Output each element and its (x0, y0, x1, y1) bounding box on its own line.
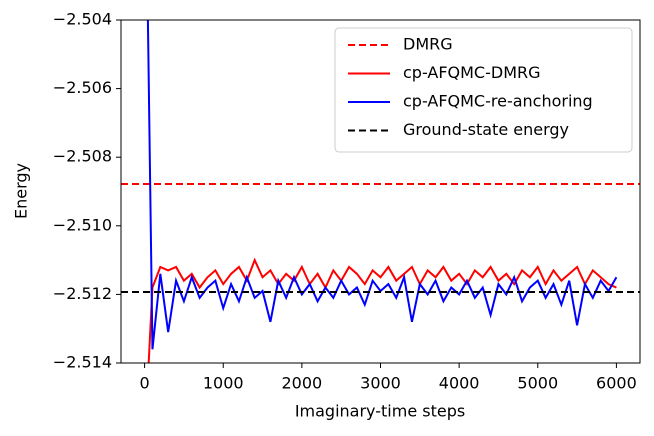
y-tick-label: −2.506 (53, 78, 112, 97)
x-tick-label: 0 (139, 374, 149, 393)
y-tick-label: −2.512 (53, 284, 112, 303)
y-axis-label: Energy (12, 163, 31, 219)
data-line (146, 20, 618, 350)
legend-label: cp-AFQMC-re-anchoring (403, 92, 593, 111)
legend-label: Ground-state energy (403, 120, 569, 139)
data-line (147, 257, 617, 363)
x-tick-label: 3000 (360, 374, 401, 393)
legend-box (334, 27, 633, 153)
y-tick-label: −2.514 (53, 353, 112, 372)
plot-frame (120, 19, 641, 364)
x-tick-label: 4000 (439, 374, 480, 393)
x-axis-label: Imaginary-time steps (295, 402, 465, 421)
legend-label: cp-AFQMC-DMRG (403, 63, 541, 82)
x-tick-label: 2000 (282, 374, 323, 393)
x-tick-label: 1000 (203, 374, 244, 393)
legend-label: DMRG (403, 35, 453, 54)
y-tick-label: −2.508 (53, 147, 112, 166)
y-tick-label: −2.504 (53, 10, 112, 29)
x-tick-label: 5000 (517, 374, 558, 393)
y-tick-label: −2.510 (53, 215, 112, 234)
x-tick-label: 6000 (596, 374, 637, 393)
plot-area (121, 20, 640, 363)
